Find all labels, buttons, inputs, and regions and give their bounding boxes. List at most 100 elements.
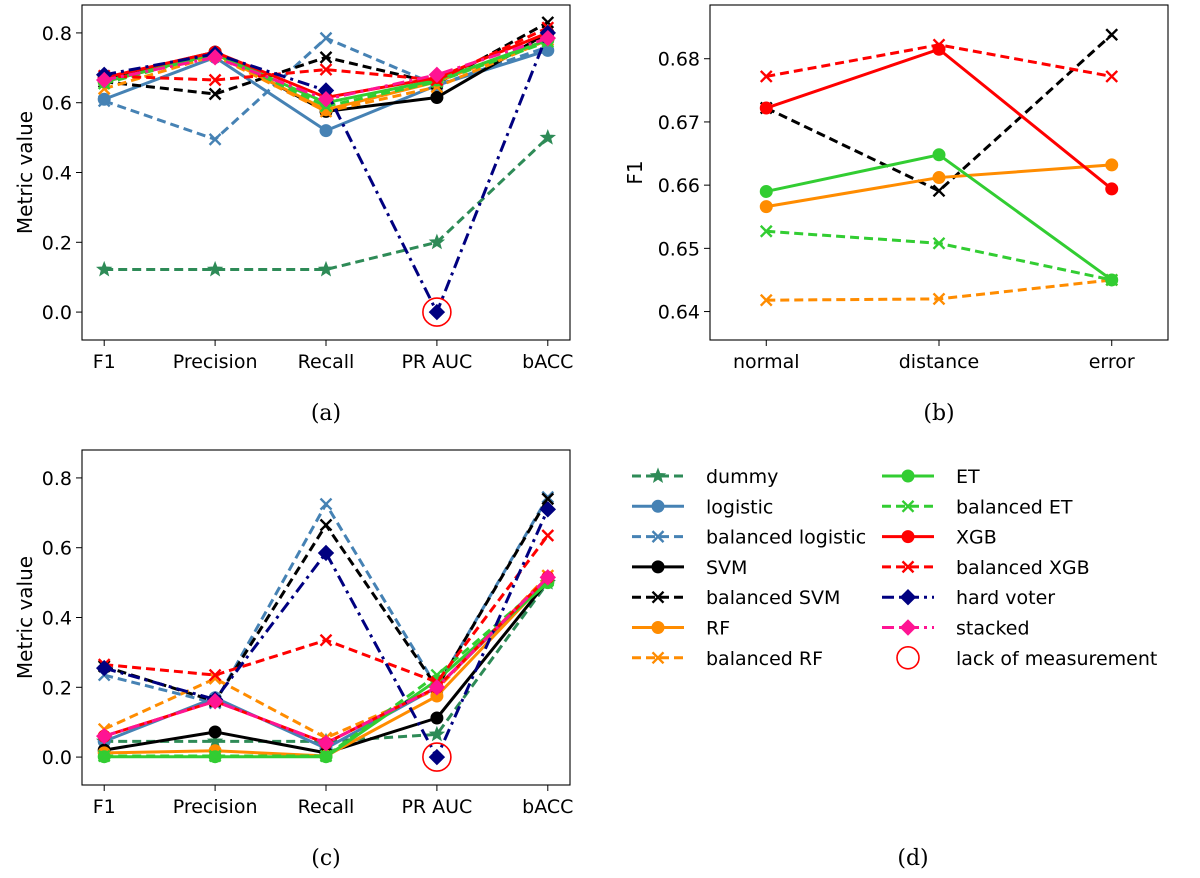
legend-item-dummy: dummy <box>632 466 778 488</box>
data-point <box>932 148 946 162</box>
y-tick-label: 0.65 <box>658 238 700 260</box>
series-line <box>766 278 1112 302</box>
legend-item-balanced-svm: balanced SVM <box>632 587 840 609</box>
data-point <box>319 633 333 647</box>
legend-swatch-marker <box>899 619 917 636</box>
legend-label: balanced RF <box>706 648 823 670</box>
legend-swatch-marker <box>899 588 917 606</box>
data-point <box>206 49 224 66</box>
data-point <box>1105 70 1119 83</box>
data-point <box>319 124 333 138</box>
x-tick-label: distance <box>899 351 980 373</box>
series-rf <box>759 158 1119 214</box>
y-tick-label: 0.4 <box>42 608 72 630</box>
legend-label: lack of measurement <box>956 648 1157 670</box>
data-point <box>208 73 222 87</box>
series-balanced-rf <box>759 273 1119 307</box>
series-balanced-et <box>759 224 1119 287</box>
x-tick-label: bACC <box>522 796 573 818</box>
data-point <box>319 497 333 511</box>
legend-swatch-marker <box>651 590 665 604</box>
data-point <box>95 659 113 677</box>
x-tick-label: PR AUC <box>401 796 472 818</box>
data-point <box>759 224 773 238</box>
legend-label: ET <box>956 466 980 488</box>
data-point <box>541 490 555 504</box>
data-point <box>208 749 222 763</box>
data-point <box>541 16 555 29</box>
panel-c-chart: 0.0 0.2 0.4 0.6 0.8 F1 Precision Recall PR AUC bA… <box>13 449 573 871</box>
data-point <box>428 725 446 742</box>
legend-swatch-circle <box>896 645 920 670</box>
data-point <box>428 679 446 696</box>
y-tick-label: 0.8 <box>42 23 72 45</box>
legend-swatch-marker <box>901 560 915 574</box>
y-tick-label: 0.8 <box>42 468 72 490</box>
legend-label: balanced ET <box>956 496 1073 518</box>
data-point <box>1105 182 1119 196</box>
legend-label: balanced SVM <box>706 587 840 609</box>
series-line <box>104 581 550 743</box>
data-point <box>96 260 113 277</box>
data-point <box>759 70 773 83</box>
legend-label: logistic <box>706 496 773 518</box>
x-tick-label: F1 <box>93 351 116 373</box>
panel-caption: (a) <box>311 401 341 426</box>
x-tick-label: error <box>1089 351 1135 373</box>
panel-caption: (b) <box>923 401 954 426</box>
series-line <box>104 579 549 758</box>
data-point <box>319 63 333 76</box>
x-tick-label: bACC <box>522 351 573 373</box>
data-point <box>428 748 446 766</box>
series-line <box>104 26 549 82</box>
y-tick-label: 0.0 <box>42 302 72 324</box>
legend-swatch-marker <box>651 560 665 574</box>
data-point <box>428 233 446 250</box>
y-tick-label: 0.2 <box>42 677 72 699</box>
data-point <box>430 90 444 104</box>
x-tick-label: PR AUC <box>401 351 472 373</box>
legend-item-hard-voter: hard voter <box>882 587 1055 609</box>
x-tick-label: Precision <box>173 351 258 373</box>
legend-label: XGB <box>956 527 997 549</box>
legend-swatch-marker <box>651 530 665 543</box>
x-tick-label: Recall <box>298 796 355 818</box>
x-tick-label: Recall <box>298 351 355 373</box>
data-point <box>208 133 222 146</box>
data-point <box>208 725 222 739</box>
data-point <box>759 101 773 115</box>
series-line <box>103 576 549 745</box>
series-line <box>103 579 549 755</box>
series-balanced-xgb <box>759 38 1119 83</box>
legend-label: dummy <box>706 466 778 488</box>
y-tick-label: 0.68 <box>658 49 700 71</box>
series-line <box>103 498 550 703</box>
data-point <box>317 734 335 752</box>
data-point <box>430 711 444 725</box>
data-point <box>319 749 333 763</box>
data-point <box>539 128 556 145</box>
series-line <box>765 33 1113 193</box>
y-tick-label: 0.0 <box>42 747 72 769</box>
data-point <box>97 749 111 763</box>
data-point <box>206 260 224 277</box>
legend-item-et: ET <box>882 466 980 488</box>
y-tick-label: 0.4 <box>42 163 72 185</box>
legend-swatch-marker <box>651 499 665 513</box>
legend-label: RF <box>706 618 730 640</box>
data-point <box>539 501 557 518</box>
legend-label: stacked <box>956 618 1030 640</box>
data-point <box>932 38 946 52</box>
y-tick-label: 0.6 <box>42 538 72 560</box>
series-logistic <box>97 572 555 755</box>
x-tick-label: normal <box>733 351 800 373</box>
legend-item-balanced-rf: balanced RF <box>632 648 823 670</box>
legend-swatch-marker <box>649 467 667 483</box>
legend-label: hard voter <box>956 587 1055 609</box>
data-point <box>932 171 946 185</box>
series-balanced-svm <box>97 492 555 708</box>
legend-swatch-marker <box>651 651 665 665</box>
data-point <box>539 569 557 586</box>
data-point <box>759 184 773 198</box>
